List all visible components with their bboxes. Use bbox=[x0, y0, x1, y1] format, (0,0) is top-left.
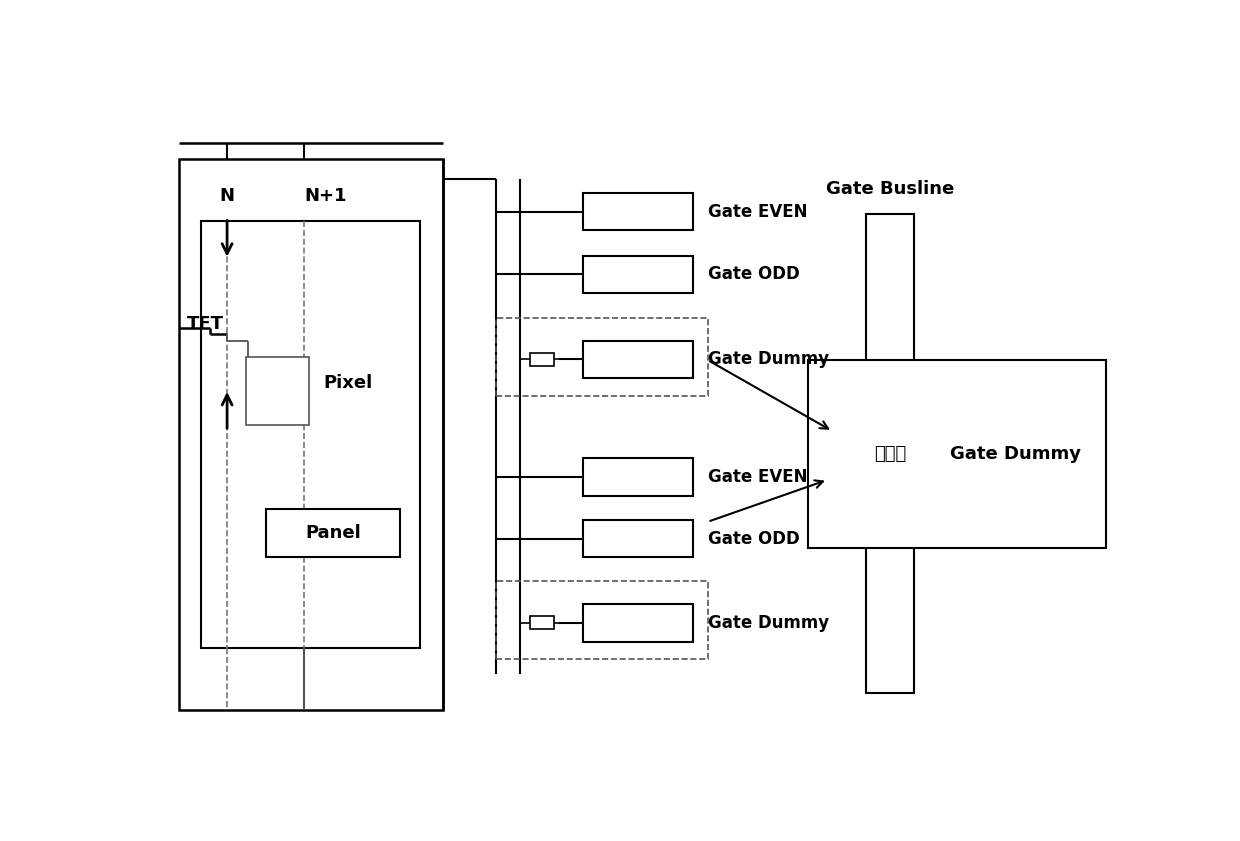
Text: 半导体: 半导体 bbox=[874, 445, 906, 463]
Text: N+1: N+1 bbox=[304, 187, 346, 204]
Text: Gate EVEN: Gate EVEN bbox=[708, 468, 807, 486]
Bar bbox=[529, 353, 554, 366]
Bar bbox=[265, 509, 401, 558]
Bar bbox=[808, 360, 1106, 547]
Bar bbox=[583, 458, 693, 496]
Text: Gate ODD: Gate ODD bbox=[708, 266, 800, 283]
Bar bbox=[583, 193, 693, 230]
Bar bbox=[179, 159, 444, 710]
Text: Gate Dummy: Gate Dummy bbox=[708, 614, 828, 632]
Bar bbox=[583, 256, 693, 294]
Bar bbox=[583, 520, 693, 558]
Bar bbox=[837, 412, 942, 496]
Text: Panel: Panel bbox=[305, 524, 361, 542]
Bar bbox=[818, 389, 962, 519]
Bar bbox=[201, 220, 420, 648]
Text: Pixel: Pixel bbox=[324, 373, 372, 392]
Text: N: N bbox=[219, 187, 234, 204]
Text: Gate Dummy: Gate Dummy bbox=[708, 351, 828, 368]
Bar bbox=[529, 616, 554, 629]
Text: Gate Dummy: Gate Dummy bbox=[950, 445, 1080, 463]
Bar bbox=[247, 357, 309, 425]
Text: Gate ODD: Gate ODD bbox=[708, 530, 800, 547]
Bar bbox=[496, 581, 708, 659]
Bar bbox=[496, 318, 708, 395]
Text: TFT: TFT bbox=[187, 315, 223, 333]
Bar bbox=[583, 341, 693, 378]
Bar bbox=[866, 214, 914, 694]
Text: Gate EVEN: Gate EVEN bbox=[708, 203, 807, 220]
Bar bbox=[583, 604, 693, 642]
Text: Gate Busline: Gate Busline bbox=[826, 180, 955, 198]
